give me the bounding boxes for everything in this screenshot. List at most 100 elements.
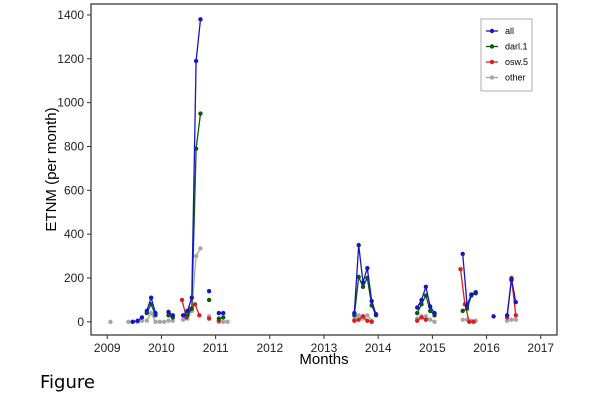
y-tick-label: 800: [64, 139, 84, 153]
x-tick-label: 2011: [203, 341, 229, 355]
data-point: [432, 310, 437, 316]
data-point: [185, 313, 190, 318]
x-tick-label: 2010: [148, 341, 175, 355]
data-point: [166, 318, 171, 323]
data-point: [197, 313, 202, 318]
data-point: [471, 319, 476, 325]
data-point: [419, 297, 424, 303]
data-point: [509, 276, 514, 282]
x-tick-label: 2012: [256, 341, 283, 355]
data-point: [458, 267, 463, 272]
y-tick-label: 200: [64, 271, 84, 285]
data-point: [365, 265, 370, 271]
data-point: [206, 297, 212, 303]
data-point: [513, 313, 519, 318]
data-point: [221, 310, 226, 316]
data-point: [469, 292, 474, 297]
data-point: [423, 317, 429, 322]
data-point: [135, 318, 140, 323]
y-tick-label: 1200: [57, 52, 84, 66]
data-point: [360, 314, 366, 319]
data-point: [460, 251, 465, 257]
series-line: [462, 253, 476, 306]
data-point: [166, 313, 171, 318]
figure-caption: Figure: [40, 372, 95, 393]
x-axis: 2009 2010 2011 2012 2013 2014 2015 2016 2017: [94, 335, 554, 355]
data-point: [198, 246, 203, 251]
legend-item-darl-1: darl.1: [486, 42, 528, 52]
data-point: [460, 317, 465, 322]
data-point: [415, 318, 420, 323]
data-point: [139, 315, 145, 320]
data-point: [148, 295, 154, 300]
y-axis-title: ETNM (per month): [43, 107, 60, 231]
x-tick-label: 2014: [365, 341, 392, 355]
data-point: [356, 242, 361, 248]
data-point: [189, 306, 194, 311]
series-layer: [108, 17, 519, 325]
data-point: [225, 319, 230, 325]
data-point: [193, 58, 199, 64]
data-point: [139, 318, 145, 323]
data-point: [153, 319, 158, 325]
data-point: [216, 316, 222, 321]
data-point: [157, 319, 163, 325]
legend-swatch-point: [489, 59, 495, 65]
data-point: [428, 308, 433, 314]
data-point: [369, 298, 374, 304]
y-tick-label: 400: [64, 227, 84, 241]
data-point: [126, 319, 131, 325]
y-tick-label: 1400: [57, 8, 84, 22]
data-point: [509, 317, 514, 322]
data-point: [170, 313, 176, 318]
data-point: [148, 310, 154, 316]
etnm-chart: 2009 2010 2011 2012 2013 2014 2015 2016 2017 0 20…: [43, 3, 558, 368]
data-point: [170, 318, 176, 323]
data-point: [360, 284, 366, 289]
legend-item-osw-5: osw.5: [486, 57, 528, 67]
x-tick-label: 2013: [311, 341, 338, 355]
x-tick-label: 2017: [527, 341, 554, 355]
series-darl-1: [144, 111, 514, 321]
legend-label: darl.1: [505, 42, 528, 52]
data-point: [360, 280, 366, 285]
data-point: [180, 317, 186, 322]
x-tick-label: 2015: [419, 341, 446, 355]
data-point: [144, 318, 150, 323]
data-point: [206, 316, 212, 321]
data-point: [428, 304, 433, 309]
data-point: [467, 319, 472, 325]
data-point: [365, 313, 370, 318]
data-point: [432, 319, 437, 325]
legend-label: other: [505, 73, 526, 83]
data-point: [352, 310, 357, 316]
legend-swatch-point: [489, 44, 495, 49]
data-point: [206, 288, 212, 294]
legend-swatch-point: [489, 28, 495, 34]
data-point: [491, 314, 496, 319]
legend-label: osw.5: [505, 57, 528, 67]
data-point: [423, 314, 429, 319]
x-axis-title: Months: [299, 351, 348, 368]
data-point: [473, 290, 478, 295]
data-point: [415, 305, 420, 310]
x-tick-label: 2009: [94, 341, 121, 355]
data-point: [130, 319, 135, 325]
data-point: [166, 309, 171, 315]
data-point: [108, 319, 113, 325]
figure-page: 2009 2010 2011 2012 2013 2014 2015 2016 2017 0 20…: [40, 3, 558, 393]
data-point: [192, 302, 198, 307]
data-point: [419, 302, 424, 307]
data-point: [423, 284, 429, 289]
data-point: [216, 310, 222, 316]
data-point: [419, 315, 424, 320]
data-point: [464, 303, 470, 308]
legend-label: all: [505, 26, 514, 36]
data-point: [221, 315, 226, 320]
y-tick-label: 600: [64, 183, 84, 197]
data-point: [356, 317, 361, 322]
series-line: [186, 113, 202, 316]
data-point: [356, 274, 361, 280]
y-tick-label: 0: [77, 315, 84, 329]
x-tick-label: 2016: [473, 341, 500, 355]
